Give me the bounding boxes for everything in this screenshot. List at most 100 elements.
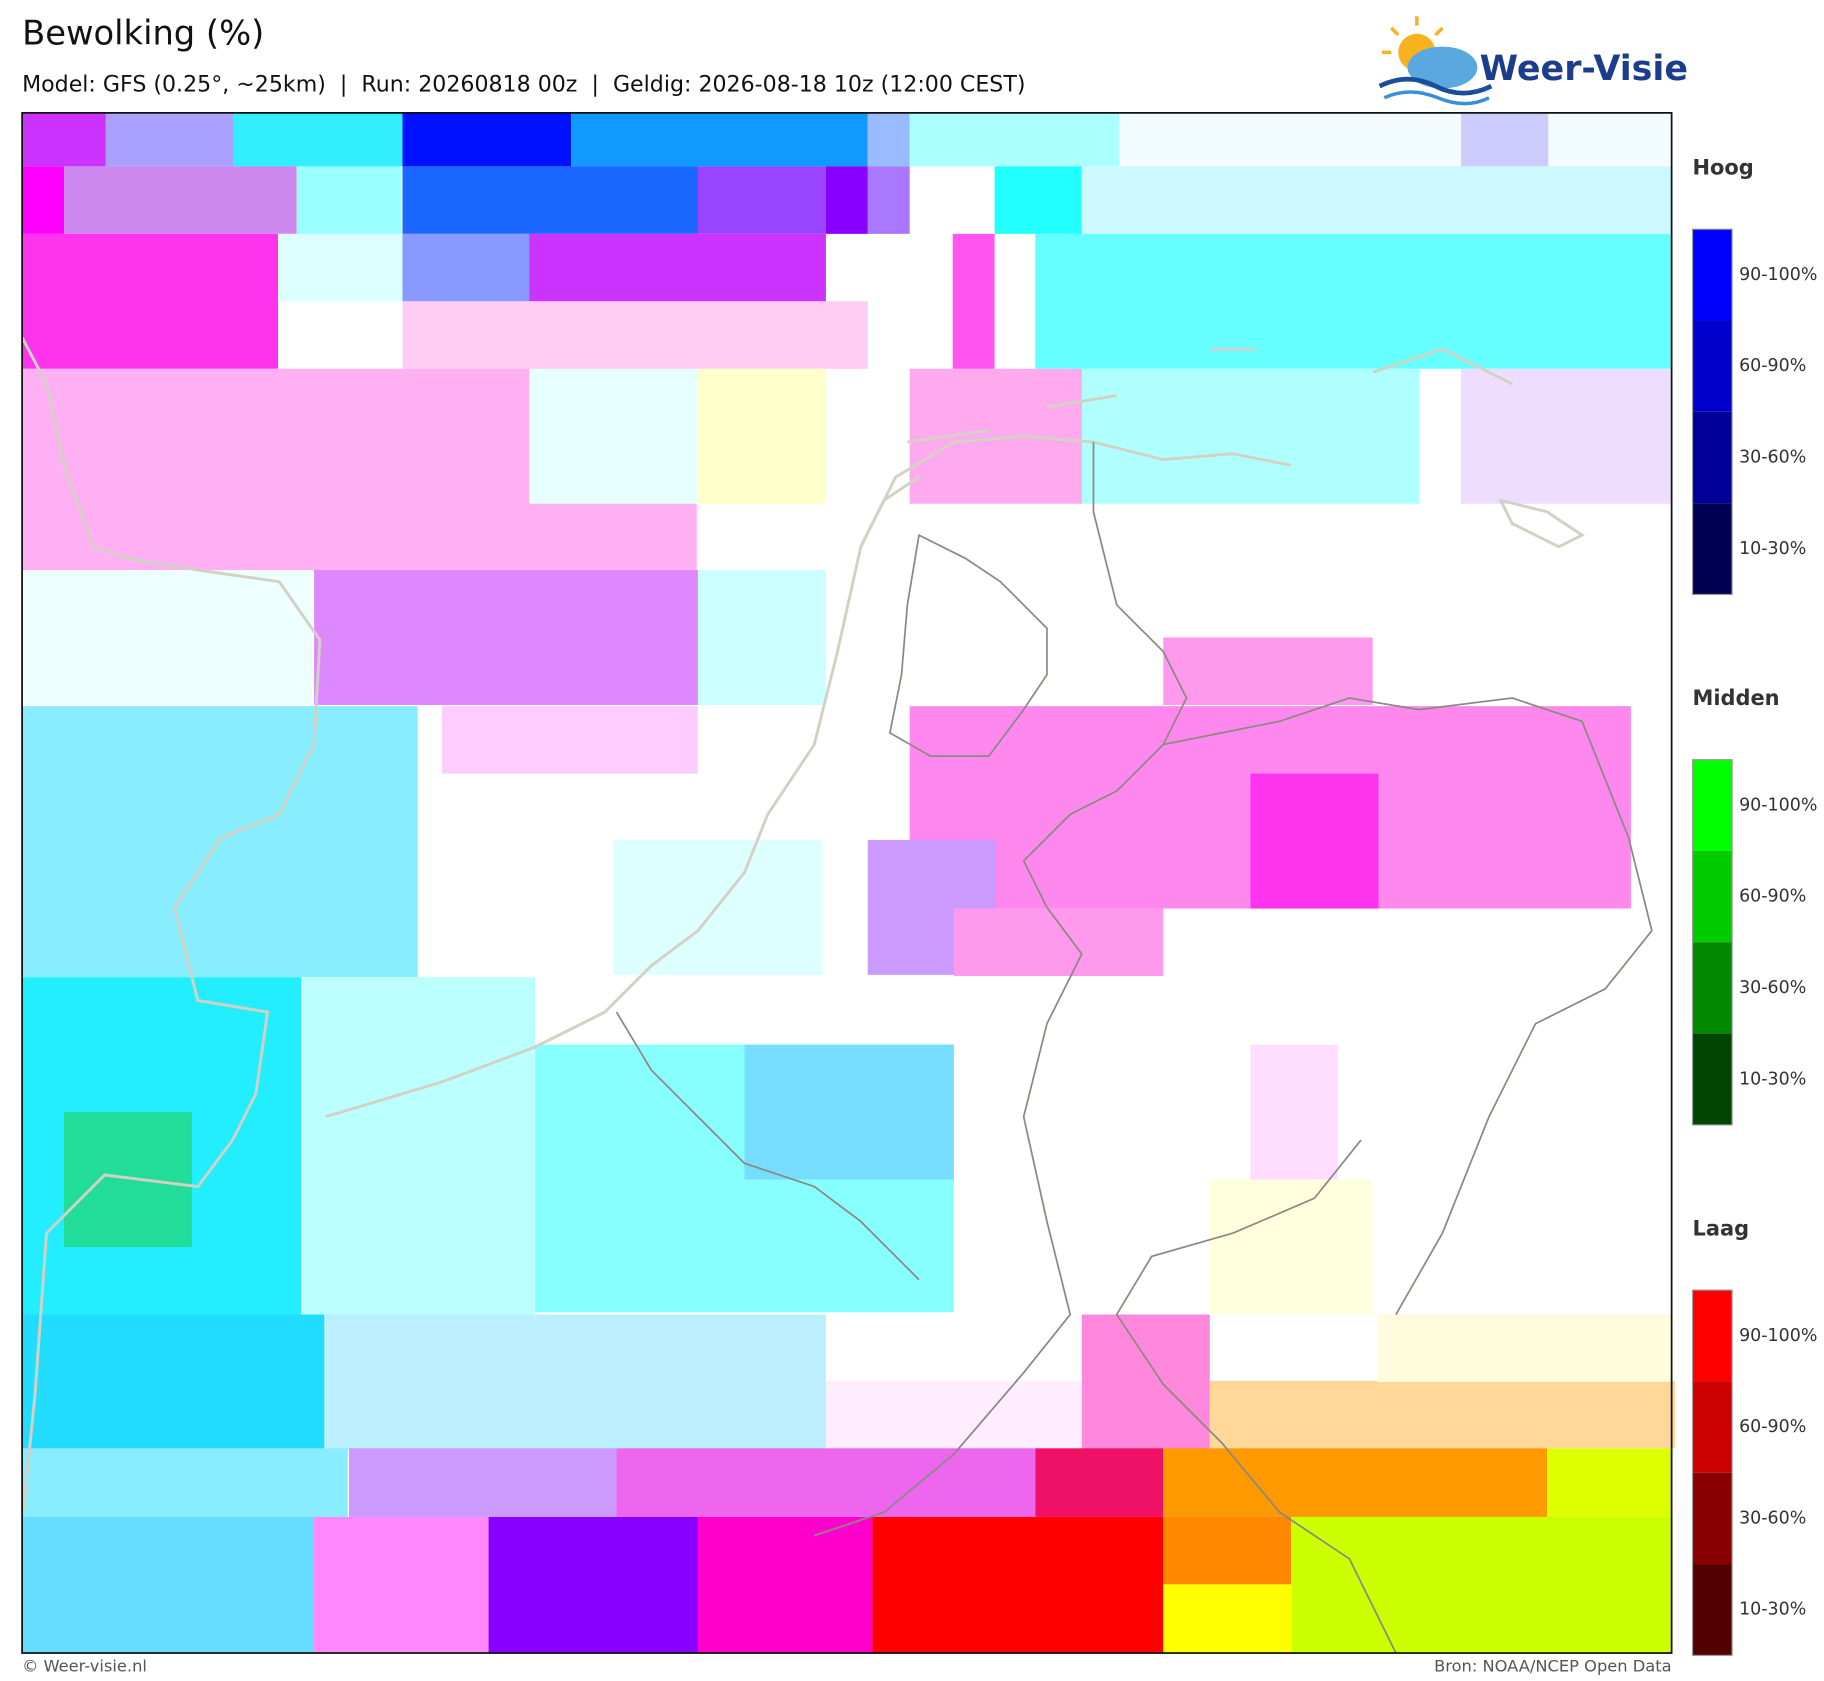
legend-label: 90-100% — [1739, 265, 1817, 285]
cloud-cell — [697, 368, 826, 504]
cloud-cell — [825, 166, 868, 234]
cloud-cell — [1119, 112, 1672, 167]
cloud-cell — [348, 1448, 617, 1517]
cloud-cell — [1209, 1380, 1676, 1449]
cloud-cell — [1081, 166, 1672, 234]
cloud-cell — [872, 1516, 1164, 1654]
legend-swatch — [1692, 1033, 1733, 1125]
cloud-cell — [1163, 1516, 1292, 1585]
title: Bewolking (%) — [22, 13, 264, 52]
cloud-cell — [867, 166, 910, 234]
legend-swatch — [1692, 1472, 1733, 1565]
cloud-cell — [697, 570, 826, 705]
cloud-cell — [402, 166, 698, 234]
cloud-cell — [909, 112, 1120, 167]
legend-label: 30-60% — [1739, 1508, 1806, 1528]
legend-frame — [1691, 759, 1733, 1126]
cloud-cell — [1377, 1314, 1672, 1382]
cloud-cell — [314, 570, 698, 705]
legend-label: 30-60% — [1739, 447, 1806, 467]
legend-label: 10-30% — [1739, 1069, 1806, 1089]
cloud-cell — [1163, 1448, 1548, 1517]
cloud-cell — [744, 1044, 954, 1180]
cloud-cell — [571, 112, 868, 167]
cloud-cell — [22, 570, 313, 705]
legend-swatch — [1692, 759, 1733, 851]
cloud-cell — [1461, 368, 1671, 504]
legend-label: 90-100% — [1739, 795, 1817, 815]
cloud-cell — [697, 166, 826, 234]
cloud-cell — [616, 1448, 1036, 1517]
cloud-cell — [296, 166, 402, 234]
cloud-cell — [278, 233, 406, 302]
cloud-cell — [442, 706, 698, 774]
cloud-cell — [488, 1516, 698, 1654]
legend-label: 60-90% — [1739, 356, 1806, 376]
cloud-cell — [233, 112, 403, 167]
coastlines — [20, 336, 1585, 1513]
cloud-cell — [105, 112, 234, 167]
legend-label: 30-60% — [1739, 978, 1806, 998]
footer-right: Bron: NOAA/NCEP Open Data — [1434, 1657, 1672, 1676]
cloud-cell — [63, 166, 297, 234]
cloud-cell — [22, 1516, 315, 1654]
legend-swatch — [1692, 411, 1733, 504]
cloud-cell — [909, 368, 1085, 504]
cloud-cell — [825, 1380, 1082, 1449]
legend-swatch — [1692, 1290, 1733, 1382]
legend-label: 10-30% — [1739, 1600, 1806, 1620]
cloud-cell — [994, 166, 1082, 234]
cloud-cell — [529, 368, 698, 504]
cloud-cell — [1163, 637, 1373, 705]
cloud-cell — [402, 301, 868, 369]
legend-label: 90-100% — [1739, 1326, 1817, 1346]
legend-swatch — [1692, 942, 1733, 1034]
logo: Weer-Visie — [1378, 16, 1688, 106]
cloud-cell — [325, 1314, 826, 1450]
cloud-cell — [22, 166, 64, 234]
cloud-cell — [1250, 773, 1379, 909]
legend-swatch — [1692, 503, 1733, 595]
cloud-cell — [953, 908, 1164, 977]
legend: Hoog 90-100% 60-90% 30-60% 10-30% Midden 90-10… — [1691, 156, 1817, 1656]
legend-swatch — [1692, 850, 1733, 943]
footer-left: © Weer-visie.nl — [22, 1657, 147, 1676]
cloud-cell — [1250, 1044, 1338, 1180]
legend-title: Laag — [1693, 1217, 1750, 1241]
legend-frame — [1691, 1289, 1733, 1656]
legend-title: Midden — [1693, 686, 1780, 710]
cloud-cell — [1081, 368, 1420, 504]
legend-swatch — [1692, 320, 1733, 412]
cloud-cell — [952, 233, 995, 369]
cloud-cell — [867, 112, 910, 167]
cloud-cell — [314, 1516, 489, 1654]
legend-label: 60-90% — [1739, 1417, 1806, 1437]
cloud-cell — [63, 1112, 192, 1248]
cloud-cell — [529, 233, 826, 302]
cloud-cell — [1035, 1448, 1164, 1517]
cloud-cell — [22, 112, 106, 167]
map — [22, 112, 1676, 1654]
cloud-cell — [1081, 1314, 1210, 1450]
legend-swatch — [1692, 1564, 1733, 1656]
logo-text: Weer-Visie — [1480, 49, 1688, 89]
cloud-cell — [22, 1448, 348, 1517]
cloud-cell — [1163, 1584, 1292, 1654]
cloud-cell — [402, 112, 572, 167]
subtitle: Model: GFS (0.25°, ~25km) | Run: 2026081… — [22, 71, 1025, 97]
cloud-cell — [697, 1516, 873, 1654]
cloud-cell — [1209, 1179, 1373, 1315]
cloud-cell — [1035, 233, 1672, 369]
legend-frame — [1691, 228, 1733, 596]
cloud-cell — [22, 233, 279, 369]
cloud-cell — [22, 1314, 325, 1450]
legend-swatch — [1692, 1381, 1733, 1473]
legend-label: 10-30% — [1739, 539, 1806, 559]
borders — [615, 442, 1653, 1654]
cloud-cell — [302, 977, 536, 1315]
cloud-cell — [1291, 1516, 1672, 1654]
legend-title: Hoog — [1693, 156, 1754, 180]
legend-swatch — [1692, 229, 1733, 321]
map-frame — [21, 112, 1673, 1654]
